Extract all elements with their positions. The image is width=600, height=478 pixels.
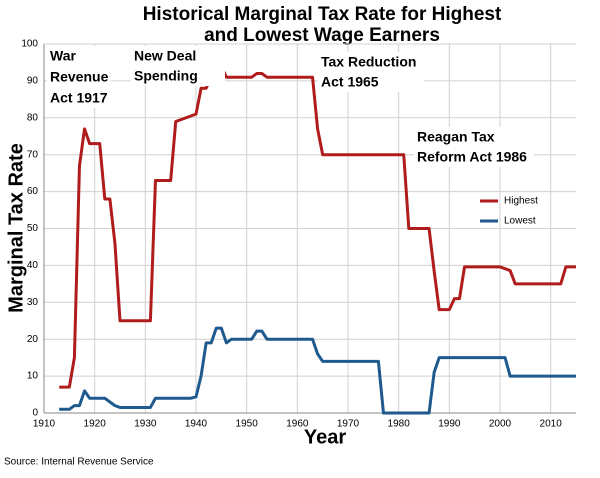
annotation-box xyxy=(131,46,225,86)
annotation: Tax Reduction xyxy=(321,54,416,70)
legend-label: Highest xyxy=(504,196,538,207)
y-tick-label: 40 xyxy=(27,260,39,271)
x-tick-label: 1980 xyxy=(388,419,411,430)
legend-label: Lowest xyxy=(504,216,536,227)
x-axis-label: Year xyxy=(304,426,346,448)
x-tick-label: 2010 xyxy=(540,419,563,430)
y-tick-label: 30 xyxy=(27,297,39,308)
x-tick-label: 1940 xyxy=(185,419,208,430)
annotation-box xyxy=(414,127,534,167)
chart-title: Historical Marginal Tax Rate for Highest xyxy=(143,4,502,25)
annotation: War xyxy=(50,48,76,64)
y-axis-label: Marginal Tax Rate xyxy=(5,143,27,313)
y-tick-label: 60 xyxy=(27,186,39,197)
x-tick-label: 1920 xyxy=(84,419,107,430)
annotation-box xyxy=(47,46,111,108)
annotation: Reform Act 1986 xyxy=(417,149,527,165)
annotation-box xyxy=(318,52,424,92)
annotation: Reagan Tax xyxy=(417,129,495,145)
line xyxy=(59,64,576,389)
x-tick-label: 2000 xyxy=(489,419,512,430)
x-tick-label: 1930 xyxy=(134,419,157,430)
y-tick-label: 10 xyxy=(27,371,39,382)
x-tick-label: 1970 xyxy=(337,419,360,430)
x-tick-label: 1990 xyxy=(438,419,461,430)
x-tick-label: 1910 xyxy=(33,419,56,430)
line xyxy=(59,326,576,415)
source-note: Source: Internal Revenue Service xyxy=(4,457,154,468)
y-tick-label: 100 xyxy=(21,39,38,50)
y-tick-label: 80 xyxy=(27,112,39,123)
y-tick-label: 90 xyxy=(27,76,39,87)
annotation: Act 1965 xyxy=(321,74,379,90)
y-tick-label: 0 xyxy=(32,408,38,419)
annotation: Revenue xyxy=(50,69,109,85)
y-tick-label: 70 xyxy=(27,149,39,160)
annotation: Act 1917 xyxy=(50,90,108,106)
annotation: Spending xyxy=(134,68,198,84)
chart-title: and Lowest Wage Earners xyxy=(204,25,440,46)
y-tick-label: 20 xyxy=(27,334,39,345)
x-tick-label: 1950 xyxy=(236,419,259,430)
y-tick-label: 50 xyxy=(27,223,39,234)
annotation: New Deal xyxy=(134,48,196,64)
x-tick-label: 1960 xyxy=(286,419,309,430)
